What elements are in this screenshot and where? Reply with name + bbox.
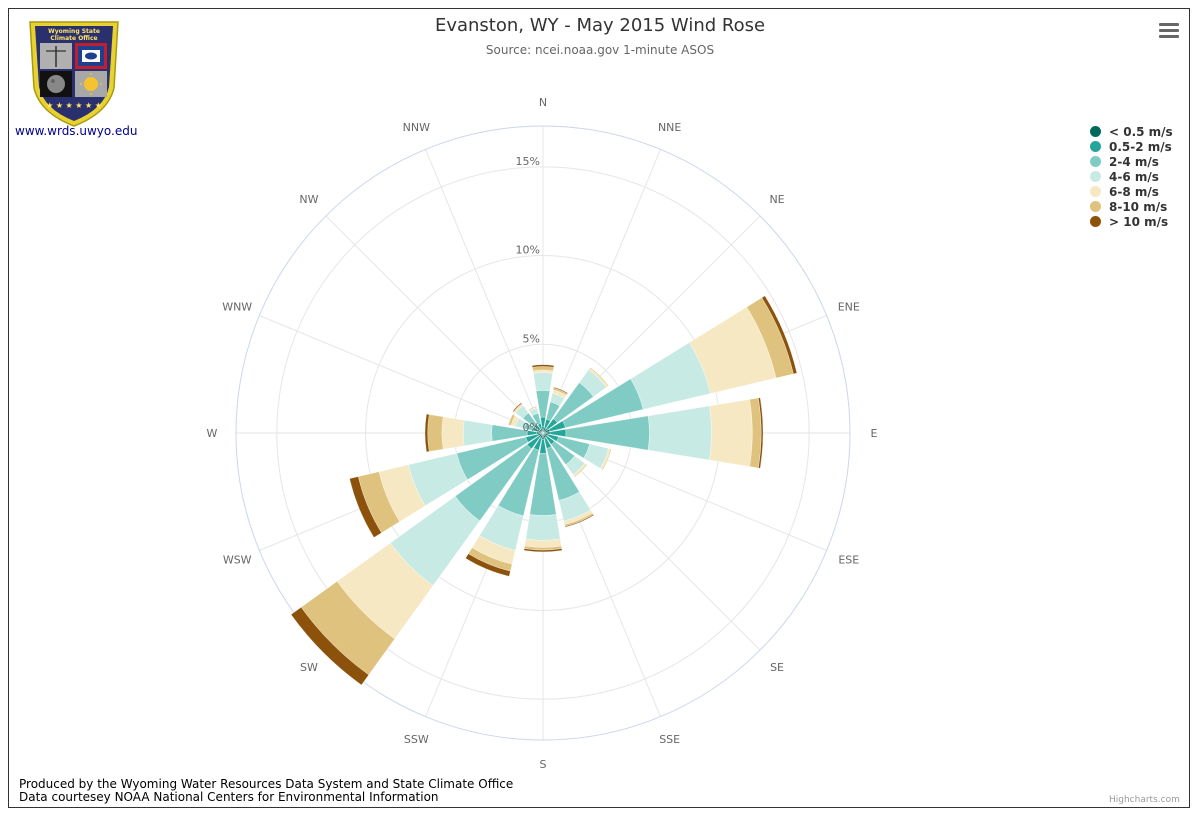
bar-segment-NW-6 xyxy=(512,402,522,412)
y-tick-label: 0% xyxy=(523,421,540,434)
legend-label: 2-4 m/s xyxy=(1109,154,1159,169)
credit-line-2: Data courtesey NOAA National Centers for… xyxy=(19,790,439,804)
climate-office-logo: Wyoming State Climate Office ★ ★ ★ ★ ★ ★ xyxy=(29,21,119,127)
direction-label-WNW: WNW xyxy=(222,300,252,313)
direction-label-ENE: ENE xyxy=(838,300,860,313)
credits: Produced by the Wyoming Water Resources … xyxy=(19,778,513,804)
outer-axis-circle xyxy=(235,125,851,741)
legend-label: 6-8 m/s xyxy=(1109,184,1159,199)
legend-item[interactable]: 4-6 m/s xyxy=(1088,169,1173,184)
bar-segment-N-3 xyxy=(533,372,553,392)
bar-segment-SE-5 xyxy=(573,463,588,478)
bar-segment-NE-5 xyxy=(589,367,609,387)
bar-segment-W-5 xyxy=(427,414,444,452)
logo-text-top: Wyoming State xyxy=(48,28,100,35)
y-tick-label: 15% xyxy=(516,155,540,168)
bar-segment-WNW-5 xyxy=(508,414,516,426)
chart-title: Evanston, WY - May 2015 Wind Rose xyxy=(434,15,766,36)
axis-labels: N NNE NE ENE E ESE SE SSE S SSW SW WSW W WNW NW NNW 0% 5%… xyxy=(207,96,878,771)
bar-segment-SSW-6 xyxy=(465,553,511,577)
legend-item[interactable]: 0.5-2 m/s xyxy=(1088,139,1173,154)
bar-segment-W-3 xyxy=(462,420,493,446)
direction-label-NNE: NNE xyxy=(658,121,681,134)
bar-segment-E-4 xyxy=(709,399,753,467)
bar-segment-W-6 xyxy=(424,413,430,453)
legend-label: 0.5-2 m/s xyxy=(1109,139,1172,154)
direction-label-NNW: NNW xyxy=(403,121,430,134)
y-tick-label: 10% xyxy=(516,244,540,257)
bar-segment-E-6 xyxy=(758,397,764,469)
legend-label: > 10 m/s xyxy=(1109,214,1169,229)
y-tick-label: 5% xyxy=(523,332,540,345)
direction-label-SSW: SSW xyxy=(404,733,429,746)
bar-segment-S-6 xyxy=(523,548,563,552)
direction-label-WSW: WSW xyxy=(223,554,252,567)
grid-spoke xyxy=(325,215,544,434)
chart-subtitle: Source: ncei.noaa.gov 1-minute ASOS xyxy=(485,43,715,57)
legend-label: < 0.5 m/s xyxy=(1109,124,1173,139)
hamburger-menu-icon[interactable] xyxy=(1157,20,1181,42)
legend-marker xyxy=(1090,216,1101,227)
bar-segment-WSW-6 xyxy=(349,476,382,538)
legend-item[interactable]: 8-10 m/s xyxy=(1088,199,1173,214)
direction-label-ESE: ESE xyxy=(838,554,859,567)
direction-label-W: W xyxy=(207,427,218,440)
legend-marker xyxy=(1090,141,1101,152)
highcharts-credit[interactable]: Highcharts.com xyxy=(1109,795,1180,805)
bar-segment-NNW-5 xyxy=(528,406,538,411)
direction-label-N: N xyxy=(539,96,547,109)
legend-item[interactable]: < 0.5 m/s xyxy=(1088,124,1173,139)
bar-segment-SSE-6 xyxy=(564,514,595,528)
bar-segment-N-6 xyxy=(531,364,555,368)
legend-marker xyxy=(1090,171,1101,182)
direction-label-SE: SE xyxy=(770,661,784,674)
svg-text:★ ★ ★ ★ ★ ★: ★ ★ ★ ★ ★ ★ xyxy=(46,101,102,110)
logo-text-bottom: Climate Office xyxy=(50,35,97,42)
bar-segment-E-3 xyxy=(647,405,712,461)
legend-item[interactable]: 6-8 m/s xyxy=(1088,184,1173,199)
bars xyxy=(290,295,798,686)
direction-label-NW: NW xyxy=(299,193,318,206)
legend-item[interactable]: > 10 m/s xyxy=(1088,214,1173,229)
legend-item[interactable]: 2-4 m/s xyxy=(1088,154,1173,169)
legend-marker xyxy=(1090,156,1101,167)
bar-segment-W-4 xyxy=(441,416,465,450)
grid-spoke xyxy=(542,149,661,434)
bar-segment-ESE-5 xyxy=(601,448,612,471)
legend-label: 8-10 m/s xyxy=(1109,199,1168,214)
direction-label-S: S xyxy=(540,758,547,771)
bar-segment-NNE-6 xyxy=(553,387,568,394)
grid-spoke xyxy=(425,149,544,434)
bar-segment-SW-6 xyxy=(290,607,369,686)
chart-legend: < 0.5 m/s 0.5-2 m/s 2-4 m/s 4-6 m/s 6-8 m/s 8… xyxy=(1088,124,1173,229)
legend-label: 4-6 m/s xyxy=(1109,169,1159,184)
direction-label-SW: SW xyxy=(300,661,318,674)
legend-marker xyxy=(1090,126,1101,137)
direction-label-E: E xyxy=(871,427,878,440)
website-link[interactable]: www.wrds.uwyo.edu xyxy=(15,124,138,138)
bar-segment-ENE-6 xyxy=(761,295,798,375)
bar-segment-S-4 xyxy=(524,538,562,548)
direction-label-SSE: SSE xyxy=(659,733,680,746)
credit-line-1: Produced by the Wyoming Water Resources … xyxy=(19,777,514,791)
bar-segment-S-3 xyxy=(525,514,561,541)
legend-marker xyxy=(1090,186,1101,197)
direction-label-NE: NE xyxy=(769,193,784,206)
legend-marker xyxy=(1090,201,1101,212)
grid-spoke xyxy=(259,315,544,434)
